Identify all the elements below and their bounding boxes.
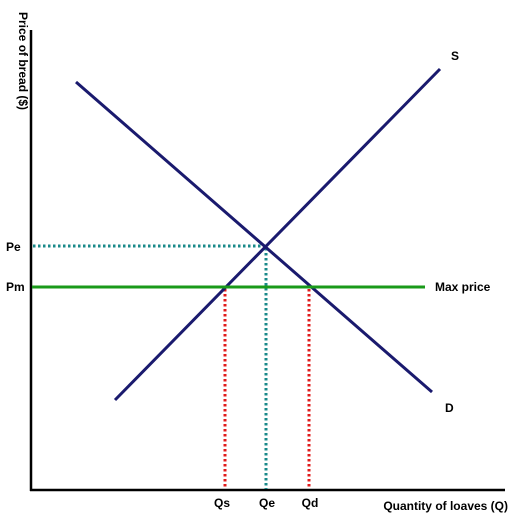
supply-curve: [113, 67, 442, 402]
supply-label: S: [451, 49, 459, 63]
qe-label: Qe: [259, 496, 275, 510]
pe-label: Pe: [6, 240, 21, 254]
max-price-label: Max price: [435, 280, 491, 294]
y-axis-title: Price of bread ($): [16, 12, 30, 110]
qs-label: Qs: [214, 496, 230, 510]
x-axis-title: Quantity of loaves (Q): [383, 499, 508, 513]
demand-curve: [75, 80, 433, 394]
pm-label: Pm: [6, 280, 25, 294]
qd-label: Qd: [302, 496, 319, 510]
demand-label: D: [445, 401, 454, 415]
